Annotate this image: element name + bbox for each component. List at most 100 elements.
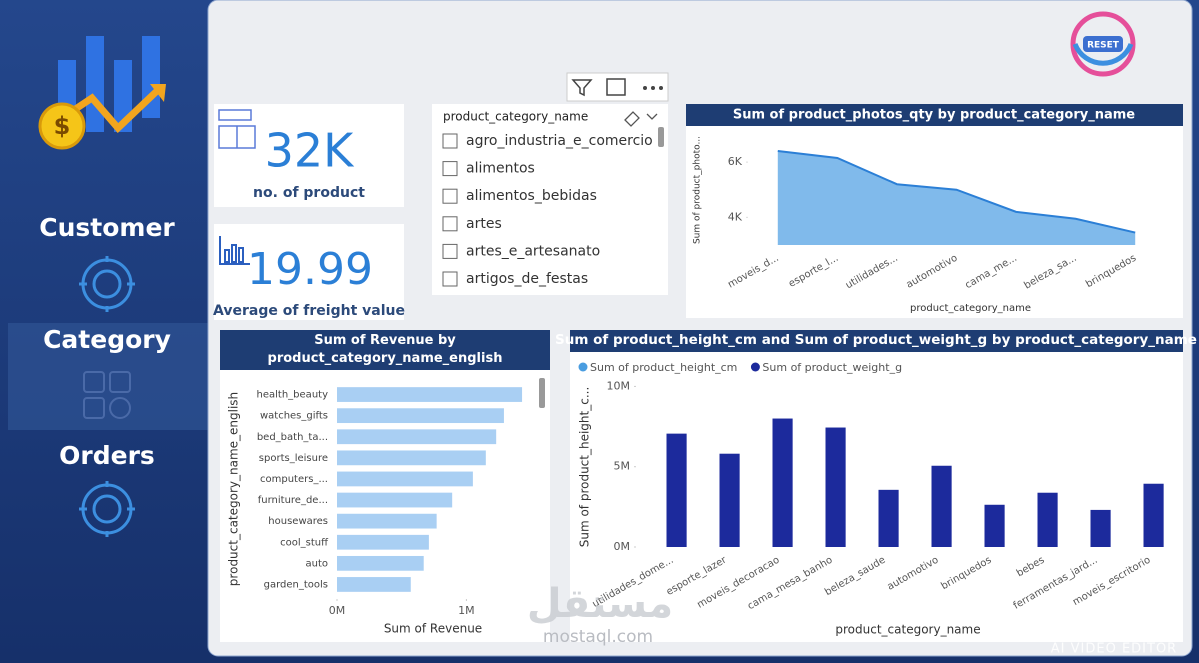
- legend-label: Sum of product_weight_g: [762, 361, 902, 374]
- line: [777, 150, 1136, 234]
- dropdown-icon[interactable]: [646, 113, 658, 120]
- legend-marker: [578, 362, 588, 372]
- x-axis-label: product_category_name: [835, 623, 980, 637]
- chart-header: [570, 330, 1183, 352]
- y-tick-label: health_beauty: [257, 390, 329, 401]
- y-tick-label: bed_bath_ta...: [257, 432, 328, 443]
- chart-header: [686, 104, 1183, 126]
- checkbox[interactable]: [442, 161, 458, 177]
- slicer-item[interactable]: alimentos_bebidas: [466, 188, 597, 204]
- y-axis-label: Sum of product_height_c...: [578, 387, 592, 548]
- y-tick-label: cool_stuff: [280, 537, 329, 548]
- customer-icon: [79, 256, 135, 312]
- bar: [931, 465, 952, 547]
- bar: [984, 504, 1005, 547]
- clear-icon[interactable]: [624, 111, 640, 127]
- bar: [719, 453, 740, 547]
- slicer-card: [432, 104, 668, 295]
- slicer-item[interactable]: artes: [466, 216, 502, 232]
- slicer-item[interactable]: artes_e_artesanato: [466, 243, 600, 259]
- bar: [666, 433, 687, 547]
- slicer-item[interactable]: artigos_de_festas: [466, 271, 588, 287]
- bar: [337, 555, 424, 571]
- y-tick-label: 0M: [614, 540, 631, 553]
- y-tick-label: computers_...: [260, 474, 328, 485]
- bar: [337, 577, 411, 592]
- checkbox[interactable]: [442, 243, 458, 259]
- x-axis-label: product_category_name: [910, 303, 1031, 314]
- nav-item[interactable]: Customer: [39, 213, 175, 242]
- bar: [1037, 492, 1058, 547]
- bar: [337, 450, 486, 466]
- y-tick-label: 5M: [614, 460, 631, 473]
- product-icon: [218, 109, 256, 149]
- category-icon: [83, 371, 131, 419]
- y-tick-label: furniture_de...: [258, 495, 328, 506]
- bar: [337, 429, 497, 445]
- bar: [337, 387, 523, 402]
- slicer-item[interactable]: alimentos: [466, 161, 535, 177]
- bar: [337, 492, 453, 508]
- y-axis-label: product_category_name_english: [227, 392, 241, 586]
- bar: [772, 418, 793, 547]
- chart-header: [220, 330, 550, 370]
- x-tick-label: 0M: [329, 604, 346, 617]
- bar: [337, 471, 473, 487]
- slicer-title: product_category_name: [443, 110, 588, 124]
- filter-icon[interactable]: [571, 79, 593, 97]
- nav-item[interactable]: Orders: [59, 441, 155, 470]
- bar: [337, 513, 437, 529]
- x-axis-label: Sum of Revenue: [384, 622, 482, 636]
- reset-button[interactable]: RESET: [1070, 11, 1136, 77]
- y-tick-label: watches_gifts: [260, 411, 328, 422]
- kpi-card: [214, 224, 404, 320]
- checkbox[interactable]: [442, 271, 458, 287]
- y-tick-label: 4K: [728, 210, 743, 223]
- scrollbar[interactable]: [539, 378, 545, 408]
- slicer-item[interactable]: agro_industria_e_comercio: [466, 133, 653, 149]
- chart-title: Sum of Revenue by product_category_name_e…: [268, 333, 503, 366]
- watermark: AI VIDEO EDITOR: [1051, 642, 1177, 657]
- y-tick-label: auto: [305, 558, 328, 569]
- bar: [825, 427, 846, 547]
- reset-label[interactable]: RESET: [1087, 41, 1120, 51]
- bar: [1090, 509, 1111, 547]
- orders-icon: [79, 481, 135, 537]
- watermark: مستقل: [527, 581, 673, 627]
- nav-highlight: [8, 323, 208, 430]
- legend-marker: [750, 362, 760, 372]
- kpi-value: 19.99: [247, 244, 373, 295]
- chart-title: Sum of product_height_cm and Sum of prod…: [555, 332, 1197, 348]
- kpi-label: Average of freight value: [213, 303, 405, 319]
- checkbox[interactable]: [442, 216, 458, 232]
- watermark: mostaql.com: [543, 627, 653, 647]
- focus-icon[interactable]: [606, 78, 626, 96]
- y-axis-label: Sum of product_photo...: [693, 136, 703, 244]
- area: [777, 151, 1136, 245]
- checkbox[interactable]: [442, 133, 458, 149]
- y-tick-label: housewares: [268, 516, 328, 527]
- bar: [878, 489, 899, 547]
- nav-item[interactable]: Category: [43, 325, 171, 354]
- scrollbar[interactable]: [658, 127, 664, 147]
- x-tick-label: 1M: [458, 604, 475, 617]
- chart-title: Sum of product_photos_qty by product_cat…: [733, 108, 1135, 123]
- logo-symbol: $: [54, 112, 71, 140]
- y-tick-label: sports_leisure: [259, 453, 328, 464]
- y-tick-label: 6K: [728, 155, 743, 168]
- y-tick-label: 10M: [607, 379, 631, 392]
- legend-label: Sum of product_height_cm: [590, 361, 737, 374]
- freight-icon: [219, 236, 250, 265]
- kpi-label: no. of product: [253, 185, 365, 201]
- more-icon[interactable]: [643, 86, 663, 90]
- visual-toolbar: [566, 72, 669, 102]
- bar: [337, 408, 504, 424]
- checkbox[interactable]: [442, 188, 458, 204]
- kpi-value: 32K: [265, 124, 356, 178]
- bar: [1143, 483, 1164, 547]
- kpi-card: [214, 104, 404, 207]
- logo: $: [38, 36, 166, 150]
- bar: [337, 534, 429, 550]
